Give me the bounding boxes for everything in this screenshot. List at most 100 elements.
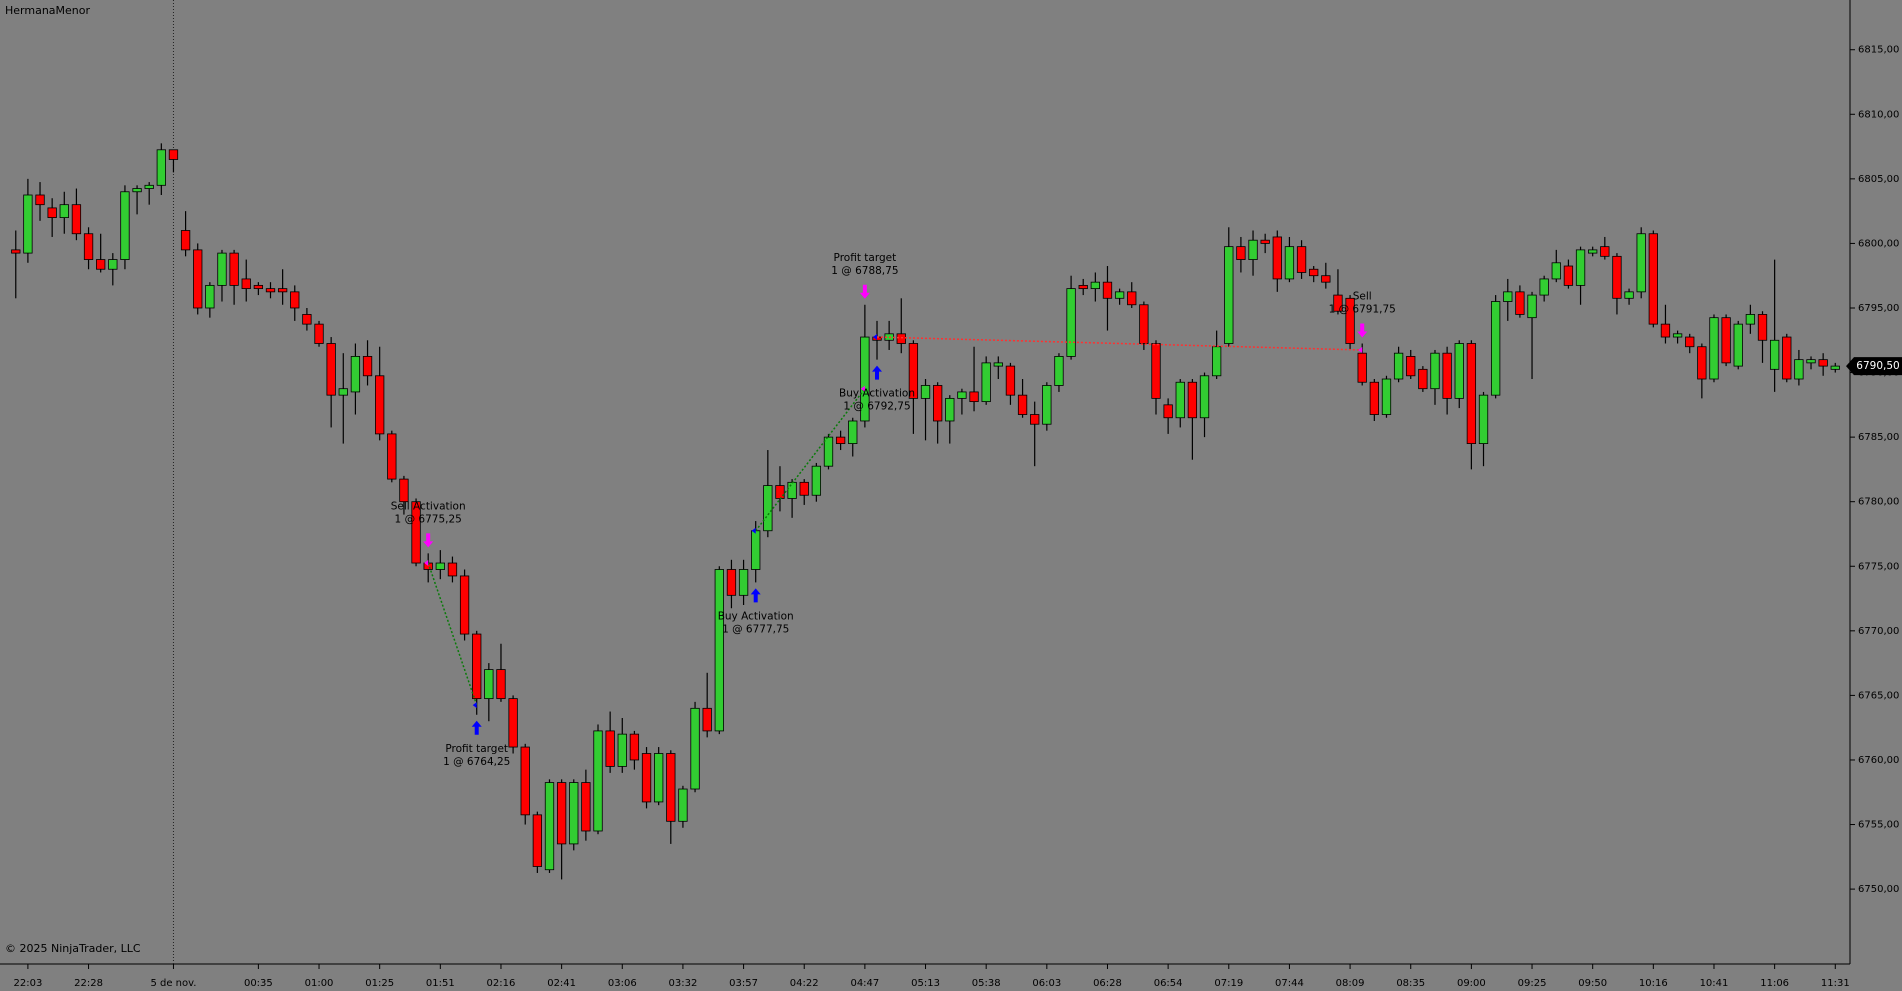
x-tick-label: 06:54 [1154,978,1183,989]
candle-body [544,782,555,871]
candle-body [593,730,603,832]
candle-body [1309,268,1319,277]
candle-body [1102,281,1113,299]
candle-body [1054,356,1064,386]
candle-body [484,669,494,700]
x-tick-label: 01:00 [305,978,334,989]
x-tick-label: 09:25 [1518,978,1547,989]
candle-body [447,562,458,577]
candle-body [156,149,166,186]
candle-body [993,362,1003,367]
y-tick-label: 6815,00 [1858,45,1899,56]
candle-body [1175,381,1185,419]
y-tick-label: 6760,00 [1858,755,1899,766]
x-tick-label: 22:28 [74,978,103,989]
candle-body [277,288,288,293]
candle-body [1114,291,1125,299]
candle-body [1187,381,1198,419]
candle-body [435,562,445,570]
x-tick-label: 07:44 [1275,978,1304,989]
x-tick-label: 03:06 [608,978,637,989]
candle-body [59,204,69,218]
candle-body [1745,314,1756,325]
y-tick-label: 6780,00 [1858,497,1899,508]
x-tick-label: 02:41 [547,978,576,989]
candle-body [1211,346,1222,377]
candle-body [1005,365,1016,396]
candle-body [1563,265,1574,286]
x-tick-label: 07:19 [1214,978,1243,989]
candle-body [1272,236,1282,280]
y-tick-label: 6800,00 [1858,238,1899,249]
candle-body [569,782,579,845]
trade-line [427,562,478,706]
candle-body [265,288,276,293]
candle-body [362,356,373,377]
execution-marker [873,334,878,341]
candle-body [411,501,421,564]
trade-line [876,336,1363,351]
candle-body [1284,246,1295,280]
execution-name: Sell Activation [391,500,466,512]
candle-body [1769,339,1780,370]
y-tick-label: 6795,00 [1858,303,1899,314]
candle-body [1527,294,1537,319]
candle-body [1418,368,1428,390]
candle-body [1321,275,1331,283]
execution-price: 1 @ 6788,75 [831,265,898,277]
candle-body [1672,333,1683,338]
y-tick-label: 6805,00 [1858,174,1899,185]
candle-body [751,530,761,570]
x-tick-label: 01:25 [365,978,394,989]
candle-body [908,343,919,399]
candle-body [1199,375,1210,419]
buy-arrow [471,720,482,735]
candle-body [108,259,118,270]
candle-body [799,481,809,496]
x-tick-label: 08:35 [1396,978,1425,989]
candle-body [217,252,227,286]
candle-body [787,481,797,499]
candle-body [71,204,82,235]
chart-title: HermanaMenor [5,4,90,17]
candle-body [532,814,543,867]
candle-body [1224,246,1234,344]
execution-name: Profit target [834,252,897,264]
y-tick-label: 6770,00 [1858,626,1899,637]
candle-body [387,433,397,480]
execution-price: 1 @ 6791,75 [1329,304,1396,316]
candle-body [302,314,312,325]
candle-body [229,252,239,286]
candle-body [132,188,142,193]
candle-body [350,356,361,393]
candle-body [120,191,130,260]
candle-body [1454,343,1464,399]
sell-arrow [1357,323,1368,338]
execution-marker [424,560,429,567]
candle-body [920,385,931,399]
candle-body [1333,294,1343,312]
candle-body [314,323,324,344]
x-tick-label: 04:47 [850,978,879,989]
candle-body [459,575,470,635]
execution-name: Buy Activation [839,388,915,400]
candle-body [1830,365,1840,370]
candle-body [326,343,336,396]
candle-body [957,391,967,399]
candle-body [1709,317,1719,380]
candle-body [1042,385,1052,425]
execution-price: 1 @ 6792,75 [843,401,910,413]
candle-body [1782,336,1792,380]
candle-body [1636,233,1646,293]
x-tick-label: 5 de nov. [150,978,196,989]
candle-body [520,746,530,816]
buy-arrow [872,365,883,380]
x-tick-label: 06:03 [1032,978,1061,989]
candle-body [47,207,57,218]
candle-body [23,194,33,254]
candle-body [1466,343,1477,444]
candle-body [1757,314,1768,341]
x-tick-label: 05:38 [972,978,1001,989]
x-tick-label: 01:51 [426,978,455,989]
